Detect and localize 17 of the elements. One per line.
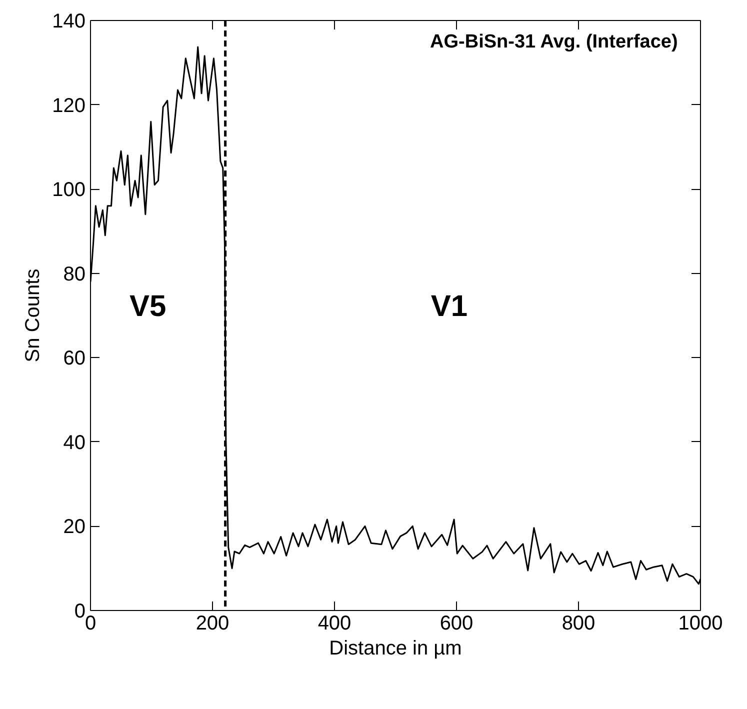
y-axis-title: Sn Counts <box>22 268 44 362</box>
text: AG-BiSn-31 Avg. (Interface) <box>430 32 678 52</box>
x-tick-label: 600 <box>440 612 474 634</box>
y-tick-label: 140 <box>52 10 86 32</box>
y-tick-label: 40 <box>63 432 86 454</box>
y-tick-label: 120 <box>52 94 86 117</box>
x-tick-label: 200 <box>196 612 230 634</box>
annotation: V1 <box>430 290 468 324</box>
y-tick-label: 100 <box>52 179 86 202</box>
x-tick-label: 400 <box>318 612 352 634</box>
x-tick-label: 1000 <box>678 612 723 634</box>
x-axis-title: Distance in µm <box>329 638 462 660</box>
y-tick-label: 60 <box>63 348 86 370</box>
y-tick-label: 20 <box>63 516 86 538</box>
annotation: V5 <box>129 290 166 324</box>
y-tick-label: 80 <box>63 263 86 286</box>
x-tick-label: 800 <box>562 612 596 634</box>
